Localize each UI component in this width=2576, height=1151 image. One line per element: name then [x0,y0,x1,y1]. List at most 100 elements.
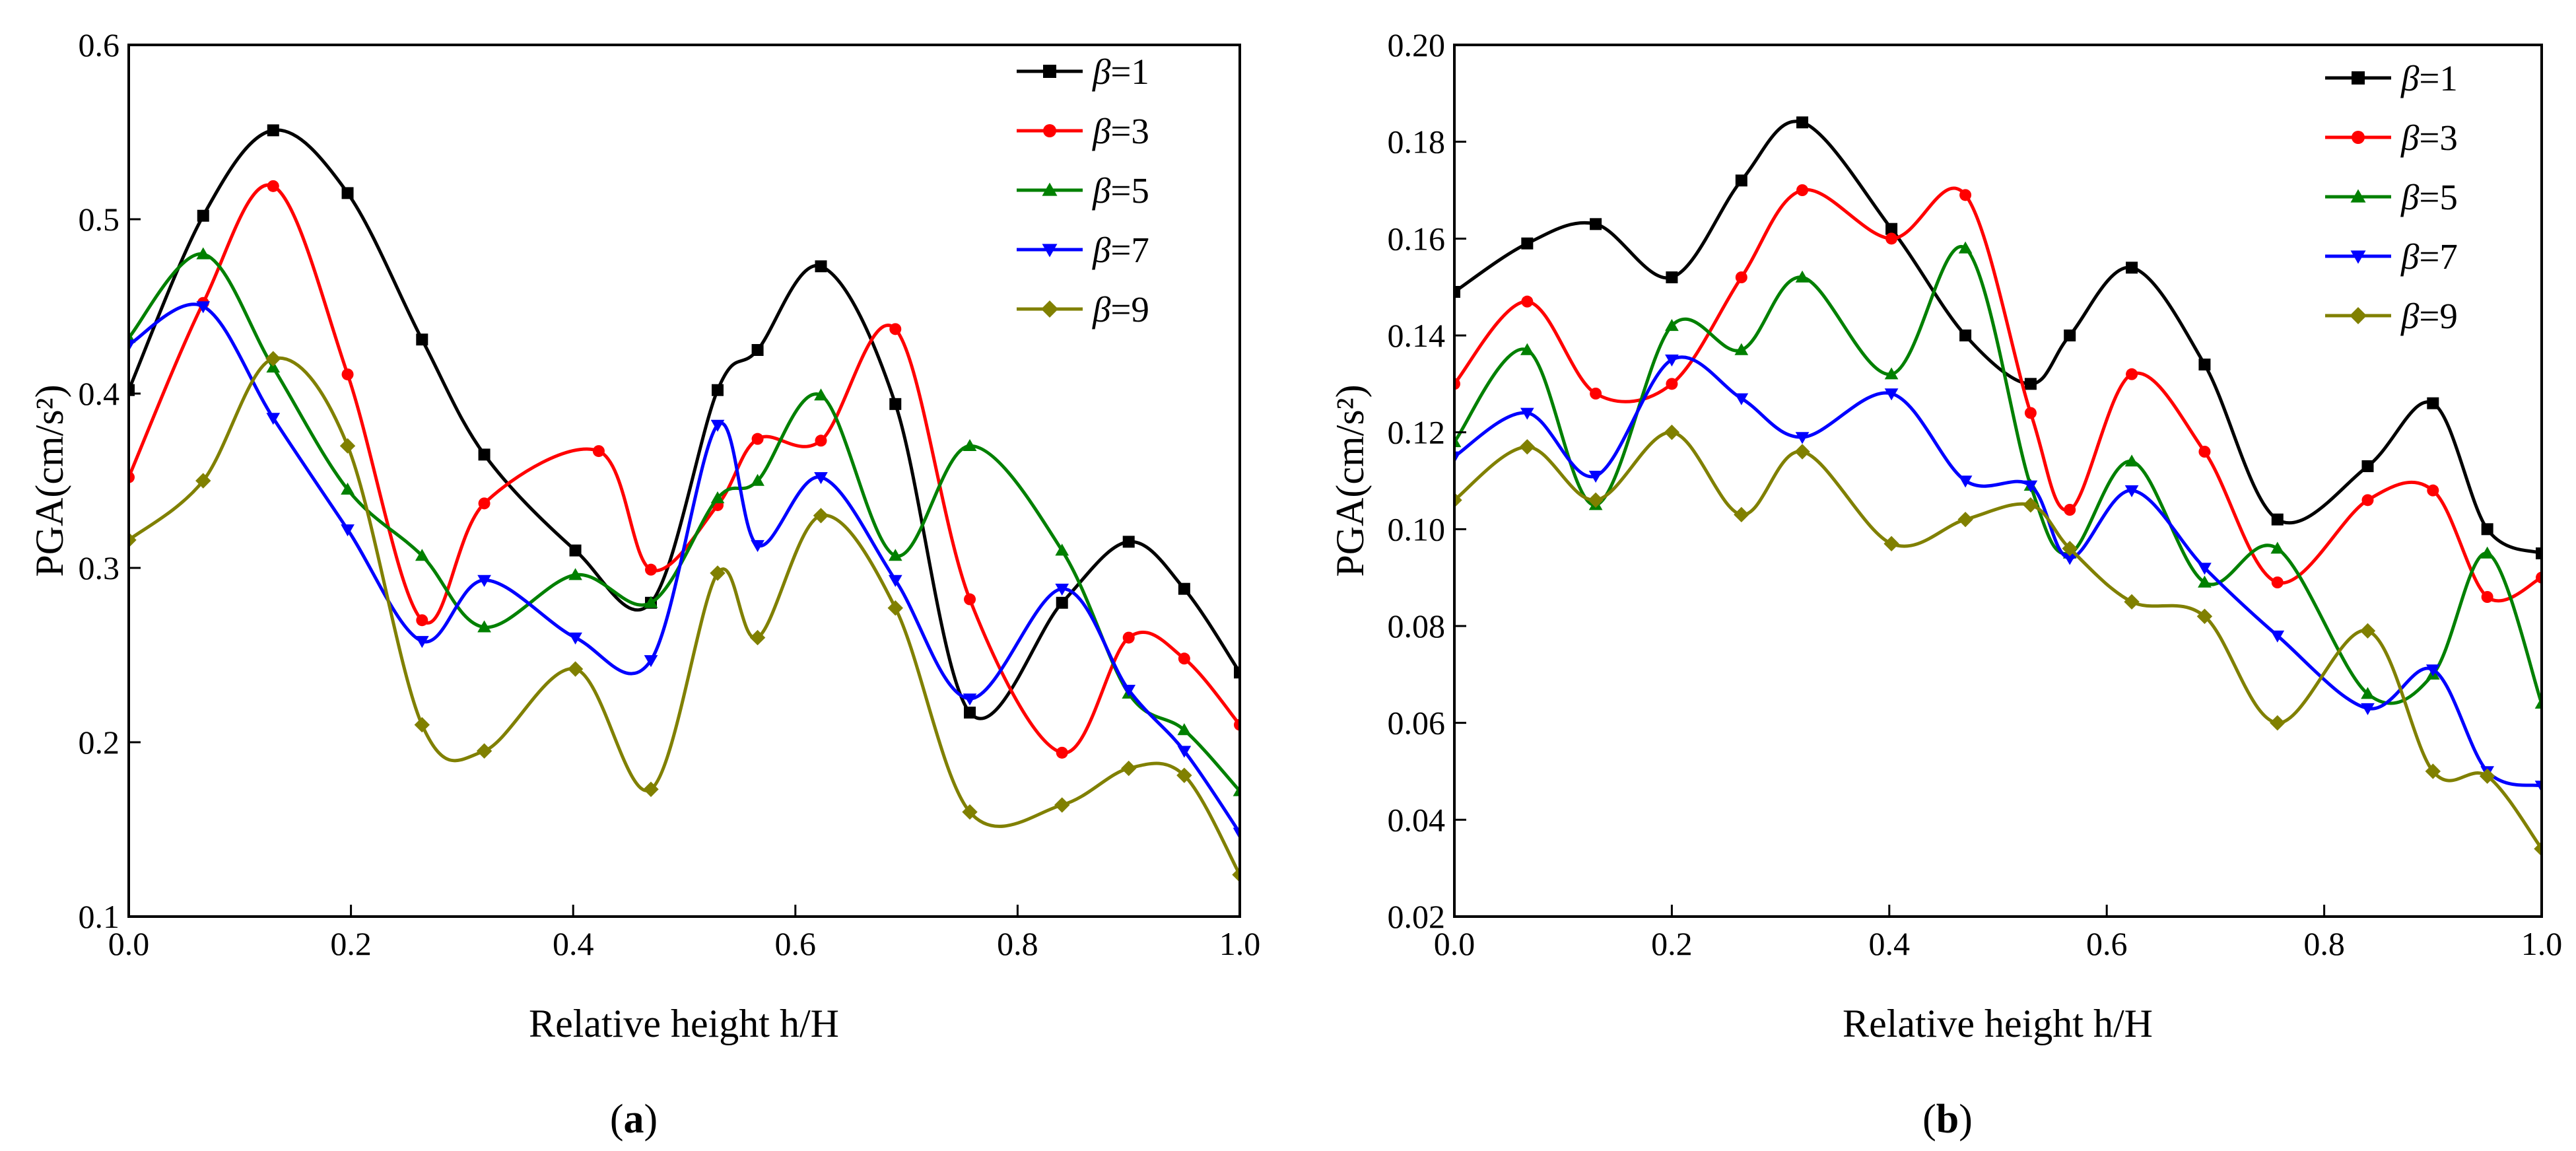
series-line [1454,186,2542,603]
data-point [2361,460,2374,472]
data-point [1588,470,1603,483]
y-tick-label: 0.08 [1388,608,1446,645]
data-point [1795,270,1810,283]
data-point [1590,218,1602,230]
data-point [1520,407,1534,420]
data-point [888,549,902,561]
data-point [1796,184,1809,196]
data-point [477,575,491,587]
legend-marker-shape [1042,244,1058,258]
y-tick-label: 0.18 [1388,123,1446,160]
data-point [568,568,582,580]
data-point [1734,343,1749,355]
data-point [2361,687,2375,699]
data-point [1885,232,1898,245]
y-tick-label: 0.6 [79,26,120,63]
data-point [2481,523,2493,536]
data-point [1665,354,1679,367]
data-point [1521,237,1534,250]
series [129,301,1240,840]
data-point [751,433,764,445]
y-tick-label: 0.14 [1388,317,1446,354]
legend-marker-shape [1043,65,1056,78]
y-axis-title: PGA(cm/s²) [28,384,71,576]
legend-marker [1043,65,1056,78]
data-point [2062,553,2077,565]
data-point [1233,827,1240,840]
y-tick-label: 0.20 [1388,26,1446,63]
series-line [1454,120,2542,555]
legend-label: β=9 [1092,289,1149,330]
data-point [1454,451,1462,464]
panel-a-legend: β=1 β=3 β=5 β=7 [1017,52,1149,330]
data-point [341,187,354,199]
data-point [749,629,766,646]
y-tick-label: 0.06 [1388,705,1446,742]
legend-label: β=5 [1092,170,1149,211]
data-point [2270,541,2285,554]
x-tick-label: 0.2 [1651,925,1693,962]
data-point [1734,393,1749,405]
data-point [1454,286,1460,298]
data-point [1233,784,1240,796]
x-tick-label: 0.4 [553,925,594,962]
data-point [1884,388,1899,401]
y-tick-label: 0.12 [1388,414,1446,451]
y-tick-label: 0.10 [1388,510,1446,547]
data-point [2023,480,2038,493]
legend-entry: β=1 [2325,58,2458,98]
data-point [711,384,724,396]
data-point [1885,223,1898,235]
series [1454,116,2542,559]
data-point [1734,506,1749,523]
data-point [195,473,211,489]
legend-beta-symbol: β [1092,52,1111,92]
data-point [1588,492,1604,508]
data-point [2196,608,2213,625]
legend-marker-shape [2350,189,2366,203]
data-point [1735,174,1747,187]
legend-entry: β=3 [1017,111,1149,151]
data-point [2425,664,2440,677]
data-point [1232,866,1240,883]
legend-label: β=7 [2400,236,2458,277]
y-tick-label: 0.16 [1388,220,1446,257]
panel-b-ticks: 0.0 0.2 0.4 0.6 0.8 1.0 0.02 0.04 0.06 0.08 0.10 0.… [1388,26,2563,962]
data-point [2124,594,2140,610]
legend-marker-shape [2350,250,2366,264]
data-point [643,781,659,797]
x-tick-label: 0.0 [108,925,150,962]
legend-entry: β=1 [1017,52,1149,92]
data-point [1454,492,1462,508]
series [1454,354,2542,793]
legend-beta-value: =1 [1110,52,1149,92]
legend-marker-shape [1042,182,1058,196]
data-point [267,180,279,192]
y-tick-label: 0.5 [79,201,120,238]
data-point [1664,424,1680,440]
x-tick-label: 0.6 [2086,925,2128,962]
x-tick-label: 0.8 [997,925,1038,962]
data-point [1884,367,1899,380]
panel-label: (b) [1922,1097,1973,1142]
legend-marker [2352,131,2365,144]
data-point [1519,438,1536,455]
panel-a-series [129,124,1240,883]
data-point [751,344,764,356]
data-point [1054,797,1070,813]
legend-beta-value: =9 [1110,289,1149,330]
data-point [266,413,281,425]
data-point [478,448,491,461]
data-point [1796,116,1809,129]
y-tick-label: 0.1 [79,898,120,935]
y-tick-label: 0.2 [79,724,120,761]
data-point [567,661,584,677]
data-point [2534,841,2542,857]
legend-entry: β=7 [1017,230,1149,270]
legend-label: β=7 [1092,230,1149,270]
data-point [569,544,582,557]
y-tick-label: 0.3 [79,549,120,586]
panel-b: 0.0 0.2 0.4 0.6 0.8 1.0 0.02 0.04 0.06 0.08 0.10 0.… [1328,26,2562,1142]
legend-marker [1043,124,1056,137]
